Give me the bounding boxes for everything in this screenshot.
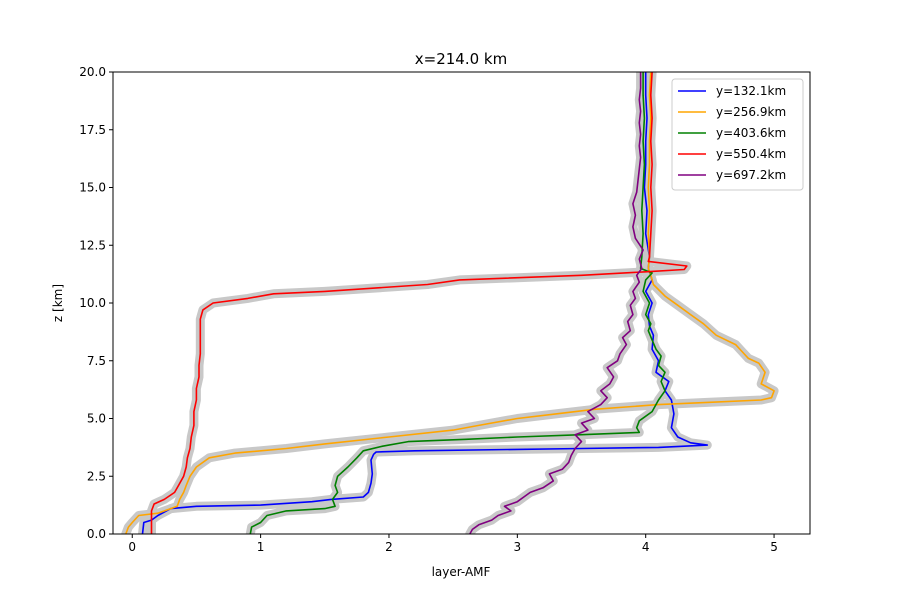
x-axis-label: layer-AMF (432, 565, 491, 579)
y-axis-ticks: 0.0 2.5 5.0 7.5 10.0 12.5 15.0 17.5 20.0 (79, 65, 113, 541)
y-tick-label: 7.5 (87, 354, 106, 368)
x-tick-label: 4 (642, 540, 650, 554)
y-tick-label: 20.0 (79, 65, 106, 79)
legend-label: y=132.1km (716, 84, 786, 98)
series-line (141, 72, 709, 534)
x-tick-label: 5 (770, 540, 778, 554)
legend-label: y=697.2km (716, 168, 786, 182)
chart-title: x=214.0 km (415, 50, 507, 68)
x-tick-label: 0 (128, 540, 136, 554)
legend-label: y=256.9km (716, 105, 786, 119)
x-tick-label: 2 (385, 540, 393, 554)
y-axis-label: z [km] (51, 284, 65, 322)
x-tick-label: 1 (257, 540, 265, 554)
y-tick-label: 12.5 (79, 238, 106, 252)
legend-label: y=550.4km (716, 147, 786, 161)
legend: y=132.1km y=256.9km y=403.6km y=550.4km y=69… (671, 78, 804, 191)
y-tick-label: 17.5 (79, 123, 106, 137)
legend-label: y=403.6km (716, 126, 786, 140)
y-tick-label: 10.0 (79, 296, 106, 310)
series-line (469, 72, 644, 534)
x-axis-ticks: 0 1 2 3 4 5 (128, 534, 778, 554)
legend-box (671, 78, 804, 191)
x-tick-label: 3 (514, 540, 522, 554)
series-lines (125, 72, 775, 534)
y-tick-label: 5.0 (87, 412, 106, 426)
y-tick-label: 15.0 (79, 181, 106, 195)
series-line (150, 72, 688, 534)
y-tick-label: 2.5 (87, 469, 106, 483)
y-tick-label: 0.0 (87, 527, 106, 541)
